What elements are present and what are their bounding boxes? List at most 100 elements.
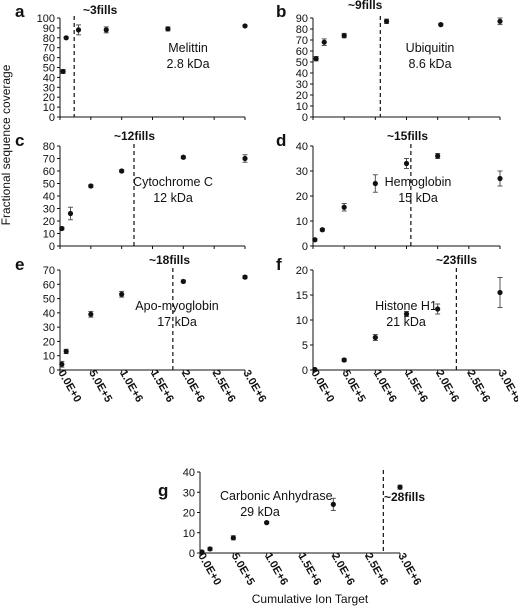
y-tick-label: 70 bbox=[43, 43, 55, 55]
y-tick-label: 40 bbox=[296, 68, 308, 80]
fills-label: ~3fills bbox=[83, 3, 118, 17]
data-point bbox=[119, 168, 125, 174]
x-tick-label: 0.0E+0 bbox=[55, 368, 83, 404]
x-tick-label: 2.5E+6 bbox=[210, 368, 238, 404]
protein-name: Cytochrome C bbox=[133, 175, 213, 189]
protein-mass: 2.8 kDa bbox=[166, 57, 209, 71]
data-point bbox=[403, 160, 410, 167]
fills-label: ~9fills bbox=[348, 0, 383, 12]
y-tick-label: 40 bbox=[296, 141, 308, 153]
protein-name: Hemoglobin bbox=[385, 175, 452, 189]
data-point bbox=[341, 357, 347, 363]
y-tick-label: 10 bbox=[43, 229, 55, 241]
data-point bbox=[321, 39, 327, 45]
data-point bbox=[88, 183, 94, 189]
x-tick-label: 1.5E+6 bbox=[148, 368, 176, 404]
panel-d: 0 10 20 30 40 d Hemoglobin 15 kDa ~15fills bbox=[276, 129, 503, 253]
y-tick-label: 90 bbox=[43, 23, 55, 35]
y-tick-label: 10 bbox=[296, 315, 308, 327]
panel-label: b bbox=[276, 2, 286, 21]
y-tick-label: 100 bbox=[37, 13, 55, 25]
y-tick-label: 0 bbox=[49, 112, 55, 124]
y-tick-label: 50 bbox=[43, 294, 55, 306]
data-point bbox=[63, 35, 69, 41]
protein-mass: 15 kDa bbox=[398, 191, 438, 205]
data-point bbox=[119, 291, 125, 297]
y-tick-label: 70 bbox=[296, 35, 308, 47]
y-tick-label: 50 bbox=[296, 57, 308, 69]
data-point bbox=[435, 153, 441, 159]
fills-label: ~12fills bbox=[114, 129, 155, 143]
y-tick-label: 20 bbox=[296, 191, 308, 203]
y-tick-label: 60 bbox=[296, 46, 308, 58]
data-point bbox=[59, 225, 65, 232]
x-tick-label: 0.0E+0 bbox=[195, 551, 223, 587]
protein-name: Ubiquitin bbox=[406, 41, 455, 55]
protein-name: Carbonic Anhydrase bbox=[220, 489, 333, 503]
y-tick-label: 30 bbox=[296, 79, 308, 91]
x-tick-label: 1.5E+6 bbox=[402, 368, 430, 404]
data-point bbox=[403, 311, 410, 317]
y-tick-label: 30 bbox=[183, 487, 195, 499]
y-tick-label: 10 bbox=[296, 216, 308, 228]
y-tick-label: 70 bbox=[43, 154, 55, 166]
y-tick-label: 20 bbox=[43, 92, 55, 104]
data-point bbox=[341, 204, 347, 210]
x-tick-label: 5.0E+5 bbox=[340, 368, 368, 404]
y-tick-label: 60 bbox=[43, 53, 55, 65]
y-tick-label: 90 bbox=[296, 13, 308, 25]
protein-name: Histone H1 bbox=[375, 299, 437, 313]
y-tick-label: 80 bbox=[43, 33, 55, 45]
protein-mass: 17 kDa bbox=[157, 315, 197, 329]
y-tick-label: 60 bbox=[43, 166, 55, 178]
y-tick-label: 15 bbox=[296, 290, 308, 302]
x-axis-label: Cumulative Ion Target bbox=[252, 592, 369, 606]
data-point bbox=[63, 348, 69, 355]
y-tick-label: 30 bbox=[43, 322, 55, 334]
y-tick-label: 10 bbox=[43, 351, 55, 363]
protein-mass: 21 kDa bbox=[386, 315, 426, 329]
y-tick-label: 40 bbox=[43, 308, 55, 320]
data-point bbox=[242, 23, 248, 29]
x-tick-label: 1.0E+6 bbox=[262, 551, 290, 587]
data-point bbox=[207, 546, 213, 552]
y-tick-label: 20 bbox=[296, 265, 308, 277]
data-point bbox=[313, 56, 319, 62]
y-tick-label: 80 bbox=[43, 141, 55, 153]
data-point bbox=[242, 155, 248, 162]
y-tick-label: 80 bbox=[296, 24, 308, 36]
x-tick-label: 2.0E+6 bbox=[433, 368, 461, 404]
data-point bbox=[372, 334, 378, 341]
panel-label: g bbox=[158, 481, 168, 500]
data-point bbox=[75, 27, 82, 33]
y-tick-label: 20 bbox=[43, 216, 55, 228]
fills-label: ~28fills bbox=[384, 490, 425, 504]
protein-name: Apo-myoglobin bbox=[135, 299, 218, 313]
data-point bbox=[103, 27, 109, 33]
x-tick-label: 1.5E+6 bbox=[295, 551, 323, 587]
data-point bbox=[497, 289, 503, 296]
data-point bbox=[180, 278, 186, 285]
panel-label: a bbox=[15, 2, 25, 21]
y-tick-label: 10 bbox=[296, 101, 308, 113]
data-point bbox=[497, 18, 503, 24]
data-point bbox=[264, 520, 270, 526]
data-point bbox=[497, 175, 503, 182]
y-tick-label: 50 bbox=[43, 63, 55, 75]
data-point bbox=[372, 180, 378, 187]
protein-name: Melittin bbox=[168, 41, 208, 55]
y-tick-label: 0 bbox=[302, 241, 308, 253]
y-tick-label: 30 bbox=[296, 166, 308, 178]
data-point bbox=[330, 501, 336, 507]
data-point bbox=[199, 549, 205, 555]
x-tick-label: 1.0E+6 bbox=[371, 368, 399, 404]
y-tick-label: 20 bbox=[43, 336, 55, 348]
panel-label: f bbox=[276, 255, 282, 274]
protein-mass: 29 kDa bbox=[240, 505, 280, 519]
